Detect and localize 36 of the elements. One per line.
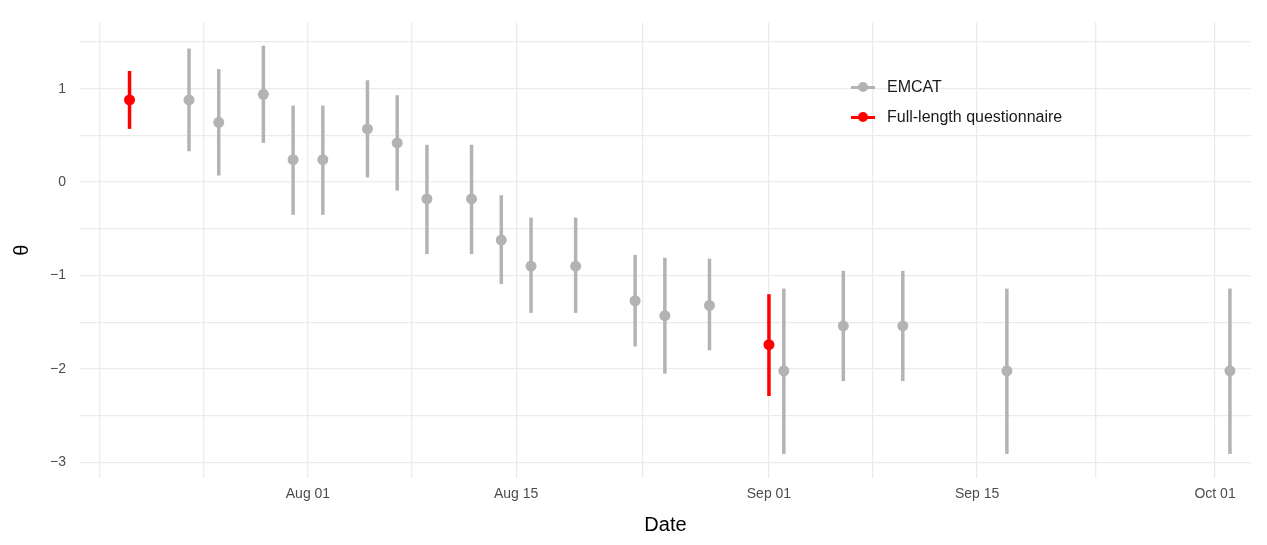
point — [659, 310, 671, 322]
legend-label: EMCAT — [887, 78, 942, 97]
point — [629, 295, 641, 307]
point — [570, 260, 582, 272]
point — [763, 339, 775, 351]
point — [213, 116, 225, 128]
point — [317, 154, 329, 166]
y-axis-title: θ — [9, 244, 32, 256]
point — [837, 320, 849, 332]
point — [124, 94, 136, 106]
point — [257, 88, 269, 100]
y-tick-label: 0 — [58, 172, 67, 189]
point — [361, 123, 373, 135]
x-tick-label: Sep 01 — [746, 485, 792, 502]
legend-label: Full-length questionnaire — [887, 108, 1063, 127]
point — [421, 193, 433, 205]
x-tick-label: Oct 01 — [1194, 485, 1236, 502]
y-tick-label: 1 — [58, 79, 67, 96]
point — [287, 154, 299, 166]
point — [525, 260, 537, 272]
y-tick-label: −2 — [49, 359, 67, 376]
point — [466, 193, 478, 205]
point — [703, 299, 715, 311]
y-tick-label: −3 — [49, 453, 67, 470]
x-tick-label: Sep 15 — [954, 485, 1000, 502]
y-tick-label: −1 — [49, 266, 67, 283]
point — [495, 234, 507, 246]
point — [778, 365, 790, 377]
point — [391, 137, 403, 149]
x-tick-label: Aug 01 — [285, 485, 331, 502]
x-tick-label: Aug 15 — [493, 485, 539, 502]
point — [1224, 365, 1236, 377]
x-axis-title: Date — [644, 512, 687, 535]
point — [897, 320, 909, 332]
point — [183, 94, 195, 106]
point — [1001, 365, 1013, 377]
